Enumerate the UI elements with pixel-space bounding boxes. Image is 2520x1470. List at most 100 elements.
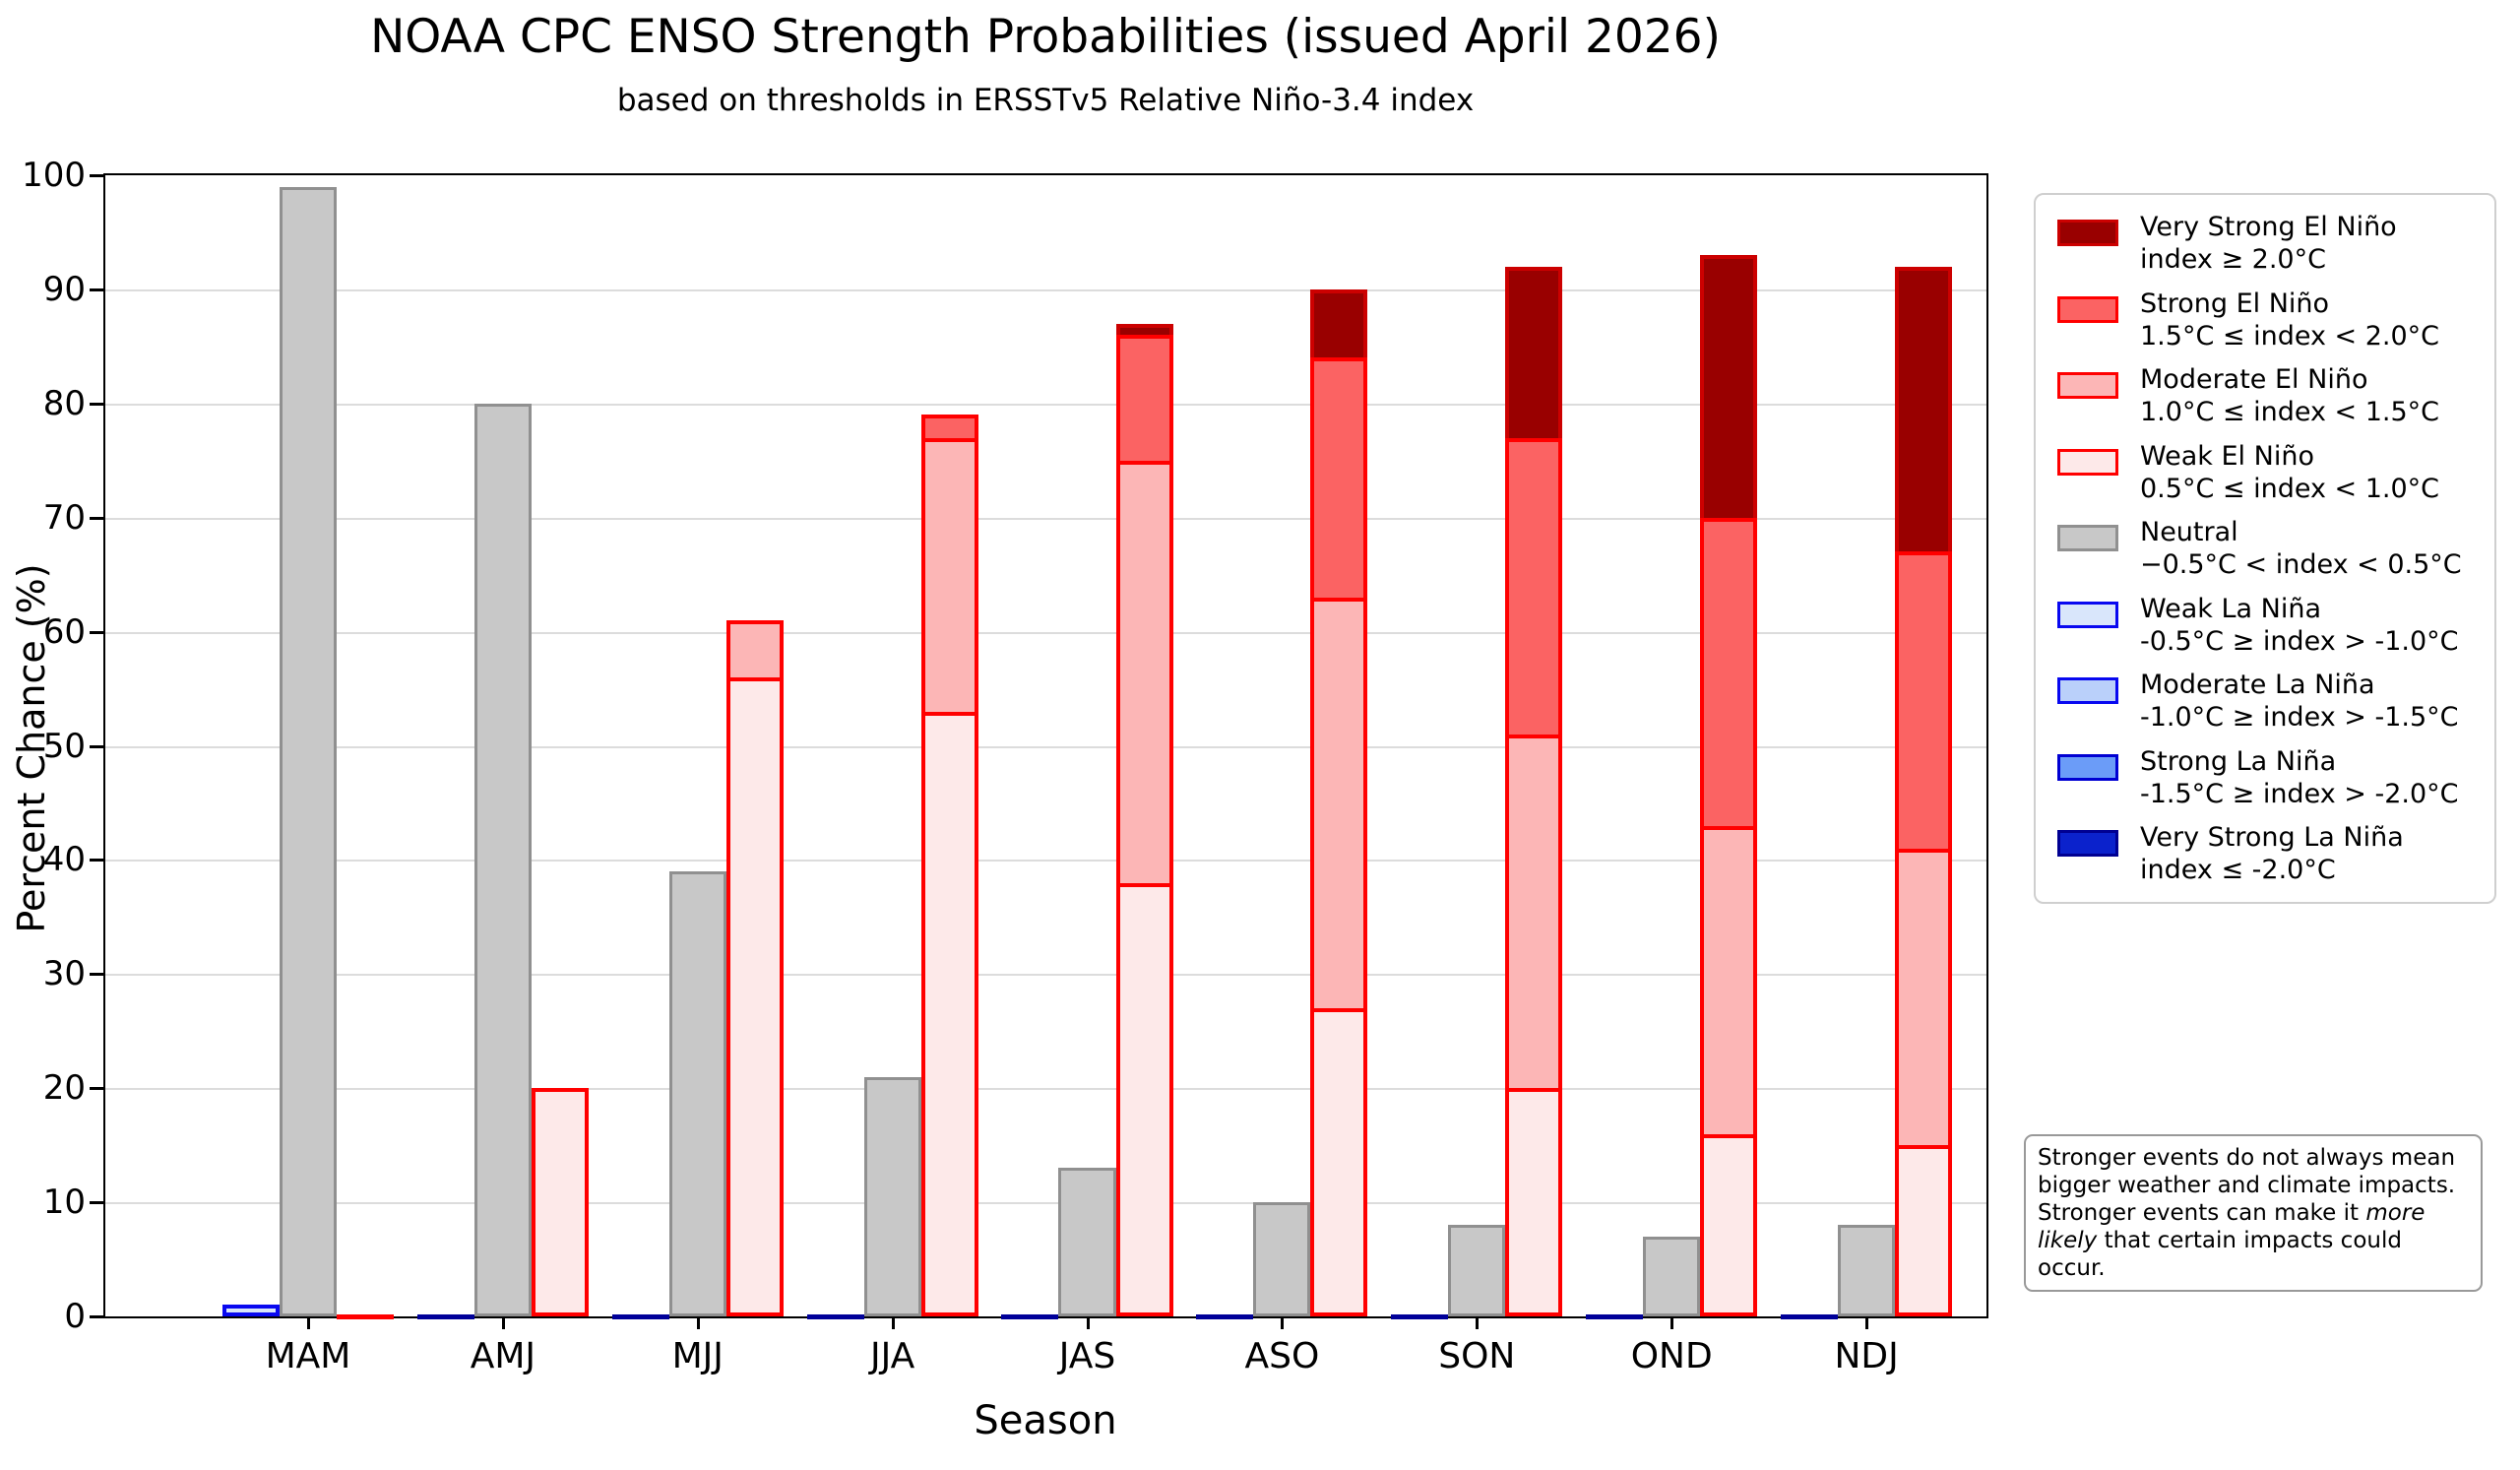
bar-segment-moderate-el-nino	[1115, 460, 1173, 883]
legend-entry: Neutral −0.5°C < index < 0.5°C	[2057, 516, 2477, 581]
bar-segment-strong-el-nino	[920, 415, 978, 438]
bar-row	[1391, 175, 1563, 1319]
legend-entry: Strong La Niña -1.5°C ≥ index > -2.0°C	[2057, 745, 2477, 810]
legend-swatch-moderate-la-nina	[2057, 677, 2118, 704]
y-gridline	[105, 631, 1986, 634]
bar-segment-very-strong-el-nino	[1895, 266, 1953, 552]
chart-area: 0 10 20 30 40 50 60 70 80 90 100 MAM AMJ MJJ JJA JAS ASO…	[22, 159, 1988, 1376]
x-tick-mark	[1086, 1316, 1090, 1329]
x-tick-label: AMJ	[470, 1336, 536, 1376]
legend-text: Weak El Niño 0.5°C ≤ index < 1.0°C	[2140, 440, 2439, 505]
bar-segment-very-strong-el-nino	[1310, 288, 1368, 358]
bar-segment-moderate-el-nino	[1895, 848, 1953, 1146]
la_nina-bar	[1781, 175, 1839, 1319]
bar-segment-weak-el-nino	[920, 711, 978, 1316]
legend-text: Neutral −0.5°C < index < 0.5°C	[2140, 516, 2462, 581]
neutral-bar	[1058, 175, 1116, 1316]
legend-label: Very Strong La Niña	[2140, 822, 2404, 853]
y-gridline	[105, 860, 1986, 863]
legend-text: Very Strong El Niño index ≥ 2.0°C	[2140, 211, 2397, 276]
la_nina-bar	[1001, 175, 1059, 1319]
zero-line-la-nina	[611, 1314, 669, 1319]
el_nino-bar	[1505, 175, 1563, 1316]
bar-segment-neutral	[1838, 1225, 1896, 1316]
bar-segment-neutral	[279, 186, 337, 1316]
neutral-bar	[1643, 175, 1701, 1316]
x-tick-label: OND	[1630, 1336, 1713, 1376]
x-tick-mark	[696, 1316, 700, 1329]
x-tick-mark	[1281, 1316, 1285, 1329]
bar-segment-neutral	[1058, 1168, 1116, 1316]
neutral-bar	[1253, 175, 1311, 1316]
neutral-bar	[473, 175, 532, 1316]
legend-threshold: -0.5°C ≥ index > -1.0°C	[2140, 625, 2459, 657]
x-tick-mark	[1670, 1316, 1674, 1329]
bar-segment-moderate-el-nino	[1310, 597, 1368, 1009]
x-tick-mark	[1865, 1316, 1869, 1329]
bar-segment-weak-el-nino	[1700, 1133, 1758, 1316]
legend-swatch-neutral	[2057, 525, 2118, 551]
legend-text: Moderate El Niño 1.0°C ≤ index < 1.5°C	[2140, 363, 2439, 428]
y-tick-label: 0	[64, 1297, 86, 1336]
zero-line-la-nina	[806, 1314, 864, 1319]
bar-segment-weak-el-nino	[1115, 882, 1173, 1316]
zero-line-la-nina	[1001, 1314, 1059, 1319]
bar-row	[1001, 175, 1173, 1319]
y-tick-label: 60	[42, 611, 86, 652]
y-tick-mark	[90, 1087, 105, 1091]
bar-row	[1586, 175, 1758, 1319]
bar-group: NDJ	[1769, 175, 1964, 1376]
y-tick-label: 50	[42, 726, 86, 766]
bar-segment-neutral	[1253, 1202, 1311, 1316]
neutral-bar	[1838, 175, 1896, 1316]
legend-threshold: 0.5°C ≤ index < 1.0°C	[2140, 473, 2440, 504]
legend-entry: Very Strong El Niño index ≥ 2.0°C	[2057, 211, 2477, 276]
bar-segment-neutral	[1448, 1225, 1506, 1316]
legend-entry: Moderate El Niño 1.0°C ≤ index < 1.5°C	[2057, 363, 2477, 428]
bar-segment-strong-el-nino	[1115, 335, 1173, 461]
la_nina-bar	[611, 175, 669, 1319]
legend-threshold: 1.5°C ≤ index < 2.0°C	[2140, 320, 2440, 352]
y-tick-mark	[90, 630, 105, 634]
y-tick-label: 30	[42, 954, 86, 994]
y-gridline	[105, 745, 1986, 748]
bar-group: AMJ	[406, 175, 600, 1376]
bar-segment-very-strong-el-nino	[1505, 266, 1563, 438]
bar-group: MJJ	[600, 175, 795, 1376]
legend-text: Weak La Niña -0.5°C ≥ index > -1.0°C	[2140, 593, 2459, 658]
y-tick-mark	[90, 1201, 105, 1205]
bar-segment-moderate-el-nino	[920, 437, 978, 712]
bar-row	[611, 175, 784, 1319]
bar-row	[416, 175, 589, 1319]
legend-threshold: index ≤ -2.0°C	[2140, 855, 2336, 885]
legend-text: Very Strong La Niña index ≤ -2.0°C	[2140, 821, 2404, 886]
legend-entry: Weak El Niño 0.5°C ≤ index < 1.0°C	[2057, 440, 2477, 505]
x-tick-label: ASO	[1244, 1336, 1320, 1376]
neutral-bar	[863, 175, 921, 1316]
legend-text: Moderate La Niña -1.0°C ≥ index > -1.5°C	[2140, 669, 2459, 734]
el_nino-bar	[336, 175, 394, 1319]
x-tick-label: SON	[1438, 1336, 1516, 1376]
y-tick-label: 100	[22, 156, 86, 195]
bar-segment-strong-el-nino	[1505, 437, 1563, 735]
la_nina-bar	[221, 175, 280, 1316]
bar-row	[1196, 175, 1368, 1319]
y-gridline	[105, 974, 1986, 977]
y-tick-label: 10	[42, 1182, 86, 1223]
y-tick-label: 80	[42, 383, 86, 423]
el_nino-bar	[1700, 175, 1758, 1316]
x-tick-label: MJJ	[671, 1336, 724, 1376]
y-tick-mark	[90, 744, 105, 748]
bar-segment-neutral	[1643, 1236, 1701, 1316]
legend-swatch-strong-el-nino	[2057, 295, 2118, 323]
bar-segment-strong-el-nino	[1310, 357, 1368, 598]
y-tick-mark	[90, 859, 105, 863]
bar-segment-neutral	[668, 871, 726, 1316]
el_nino-bar	[1115, 175, 1173, 1316]
y-tick-mark	[90, 288, 105, 291]
legend: Very Strong El Niño index ≥ 2.0°C Strong E…	[2034, 193, 2496, 904]
el_nino-bar	[920, 175, 978, 1316]
legend-entry: Strong El Niño 1.5°C ≤ index < 2.0°C	[2057, 288, 2477, 352]
y-tick-label: 40	[42, 840, 86, 880]
legend-threshold: -1.0°C ≥ index > -1.5°C	[2140, 702, 2459, 733]
